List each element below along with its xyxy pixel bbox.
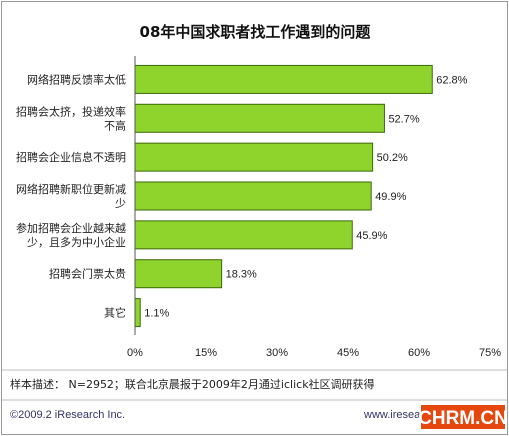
category-label-line: 不高 bbox=[104, 118, 126, 132]
bar bbox=[134, 259, 223, 289]
data-label: 49.9% bbox=[375, 191, 406, 203]
bar bbox=[134, 220, 353, 250]
category-label: 招聘会太挤，投递效率不高 bbox=[16, 104, 126, 132]
category-label: 参加招聘会企业越来越少，且多为中小企业 bbox=[16, 221, 126, 249]
category-label-line: 参加招聘会企业越来越 bbox=[16, 221, 126, 235]
category-label: 网络招聘反馈率太低 bbox=[27, 72, 126, 86]
x-tick-label: 0% bbox=[127, 347, 143, 359]
x-tick-label: 45% bbox=[337, 347, 359, 359]
sample-note: 样本描述： N=2952；联合北京晨报于2009年2月通过iclick社区调研获… bbox=[10, 377, 375, 391]
data-label: 18.3% bbox=[226, 269, 257, 281]
data-label: 52.7% bbox=[388, 113, 419, 125]
category-label-line: 网络招聘反馈率太低 bbox=[27, 72, 126, 86]
category-label: 其它 bbox=[104, 306, 126, 320]
watermark-text: CHRM.CN bbox=[418, 408, 507, 429]
x-tick-label: 60% bbox=[408, 347, 430, 359]
category-label-line: 招聘会企业信息不透明 bbox=[16, 150, 126, 164]
bar bbox=[134, 142, 374, 172]
category-label-line: 招聘会太挤，投递效率 bbox=[16, 104, 126, 118]
x-tick-label: 15% bbox=[195, 347, 217, 359]
bar bbox=[134, 181, 372, 211]
bar bbox=[134, 103, 385, 133]
category-label: 招聘会企业信息不透明 bbox=[16, 150, 126, 164]
category-label-line: 招聘会门票太贵 bbox=[49, 267, 126, 281]
copyright-text: ©2009.2 iResearch Inc. bbox=[10, 409, 125, 421]
website-text: www.iresea bbox=[363, 409, 421, 421]
bar bbox=[134, 64, 433, 94]
category-label-line: 其它 bbox=[104, 306, 126, 320]
x-tick-label: 75% bbox=[479, 347, 501, 359]
category-label: 招聘会门票太贵 bbox=[49, 267, 126, 281]
data-label: 1.1% bbox=[144, 308, 169, 320]
bars-layer: 网络招聘反馈率太低 62.8% 招聘会太挤，投递效率不高 52.7% 招聘会企业信息不透… bbox=[16, 64, 468, 328]
x-axis: 0% 15% 30% 45% 60% 75% bbox=[127, 56, 501, 359]
data-label: 45.9% bbox=[356, 230, 387, 242]
category-label-line: 网络招聘新职位更新减 bbox=[16, 182, 126, 196]
data-label: 62.8% bbox=[436, 74, 467, 86]
category-label: 网络招聘新职位更新减少 bbox=[16, 182, 126, 210]
x-tick-label: 30% bbox=[266, 347, 288, 359]
data-label: 50.2% bbox=[377, 152, 408, 164]
chart-title: 08年中国求职者找工作遇到的问题 bbox=[140, 23, 372, 41]
category-label-line: 少 bbox=[115, 197, 126, 210]
category-label-line: 少，且多为中小企业 bbox=[27, 235, 126, 249]
bar bbox=[134, 298, 141, 328]
watermark-badge bbox=[421, 405, 505, 429]
